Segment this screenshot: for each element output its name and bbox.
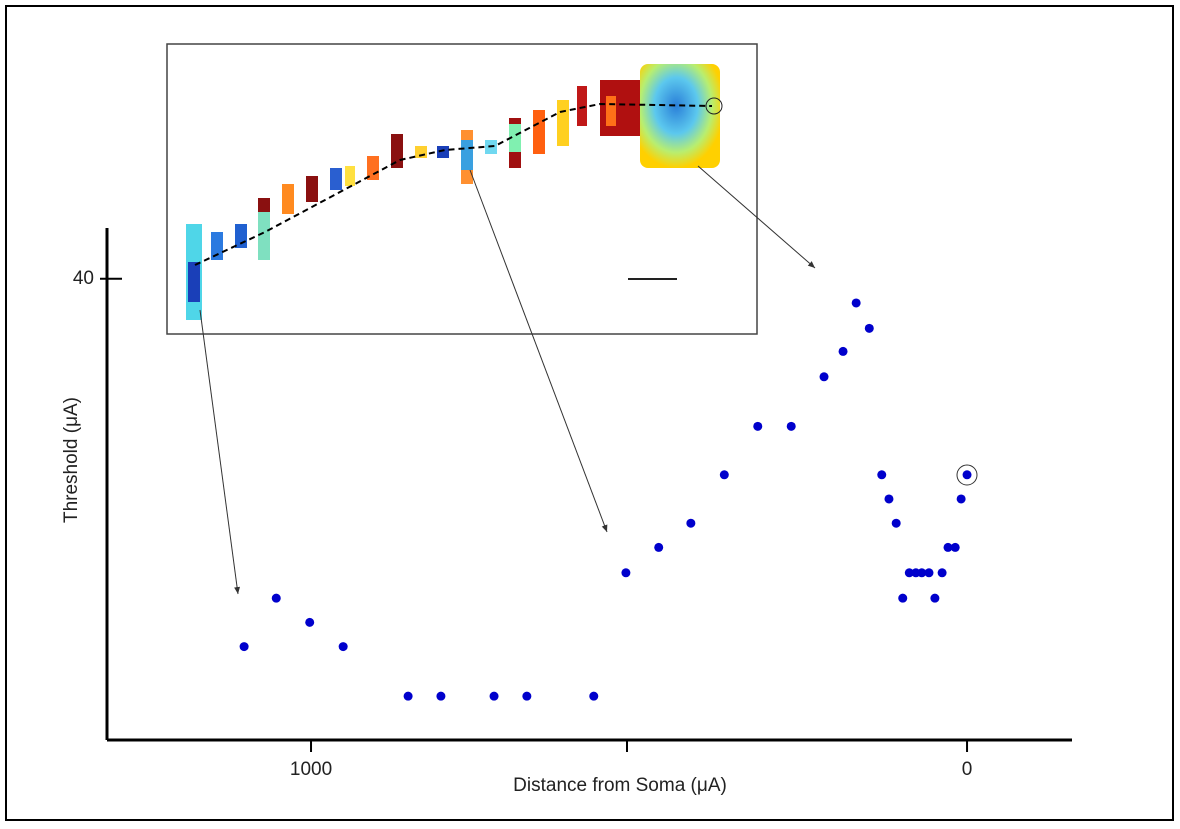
data-point	[686, 518, 696, 528]
arrow	[199, 309, 241, 595]
data-point	[884, 494, 894, 504]
data-point	[436, 691, 446, 701]
data-point	[786, 421, 796, 431]
segment	[461, 140, 473, 170]
segment	[367, 156, 379, 180]
y-axis-label: Threshold (μA)	[61, 397, 82, 523]
data-point	[917, 568, 927, 578]
data-point	[891, 518, 901, 528]
segment	[345, 166, 355, 186]
frame	[5, 5, 1174, 821]
data-point	[877, 470, 887, 480]
segment	[557, 100, 569, 146]
data-point	[851, 298, 861, 308]
data-point	[621, 568, 631, 578]
data-point	[962, 470, 972, 480]
segment	[258, 198, 270, 212]
segment	[577, 86, 587, 126]
segment	[330, 168, 342, 190]
arrow	[469, 169, 608, 533]
data-point	[950, 542, 960, 552]
data-point	[338, 642, 348, 652]
data-point	[489, 691, 499, 701]
data-point	[271, 593, 281, 603]
axon-path	[194, 102, 713, 266]
data-point	[898, 593, 908, 603]
data-point	[719, 470, 729, 480]
data-point	[305, 617, 315, 627]
segment	[282, 184, 294, 214]
arrows	[199, 165, 816, 595]
data-point	[654, 542, 664, 552]
inset-image	[166, 43, 758, 335]
data-point	[753, 421, 763, 431]
segment	[509, 124, 521, 152]
data-point	[838, 346, 848, 356]
segment	[606, 96, 616, 126]
data-point	[239, 642, 249, 652]
x-axis-label: Distance from Soma (μA)	[513, 775, 727, 796]
data-point	[819, 372, 829, 382]
data-point	[403, 691, 413, 701]
soma-marker	[705, 97, 723, 115]
x-tick-label: 1000	[290, 759, 332, 780]
data-point	[522, 691, 532, 701]
x-tick-label: 0	[962, 759, 973, 780]
data-point	[589, 691, 599, 701]
data-point	[937, 568, 947, 578]
data-point	[943, 542, 953, 552]
segment	[211, 232, 223, 260]
segment	[437, 146, 449, 158]
y-tick-label: 40	[73, 268, 94, 289]
data-point	[924, 568, 934, 578]
segment	[188, 262, 200, 302]
data-point	[956, 494, 966, 504]
arrow	[697, 165, 816, 269]
axes	[105, 228, 1072, 752]
data-point	[864, 323, 874, 333]
segment	[533, 110, 545, 154]
soma	[640, 64, 720, 168]
highlight-ring	[956, 464, 978, 486]
data-point	[930, 593, 940, 603]
data-point	[904, 568, 914, 578]
segment	[258, 198, 270, 260]
segment	[306, 176, 318, 202]
